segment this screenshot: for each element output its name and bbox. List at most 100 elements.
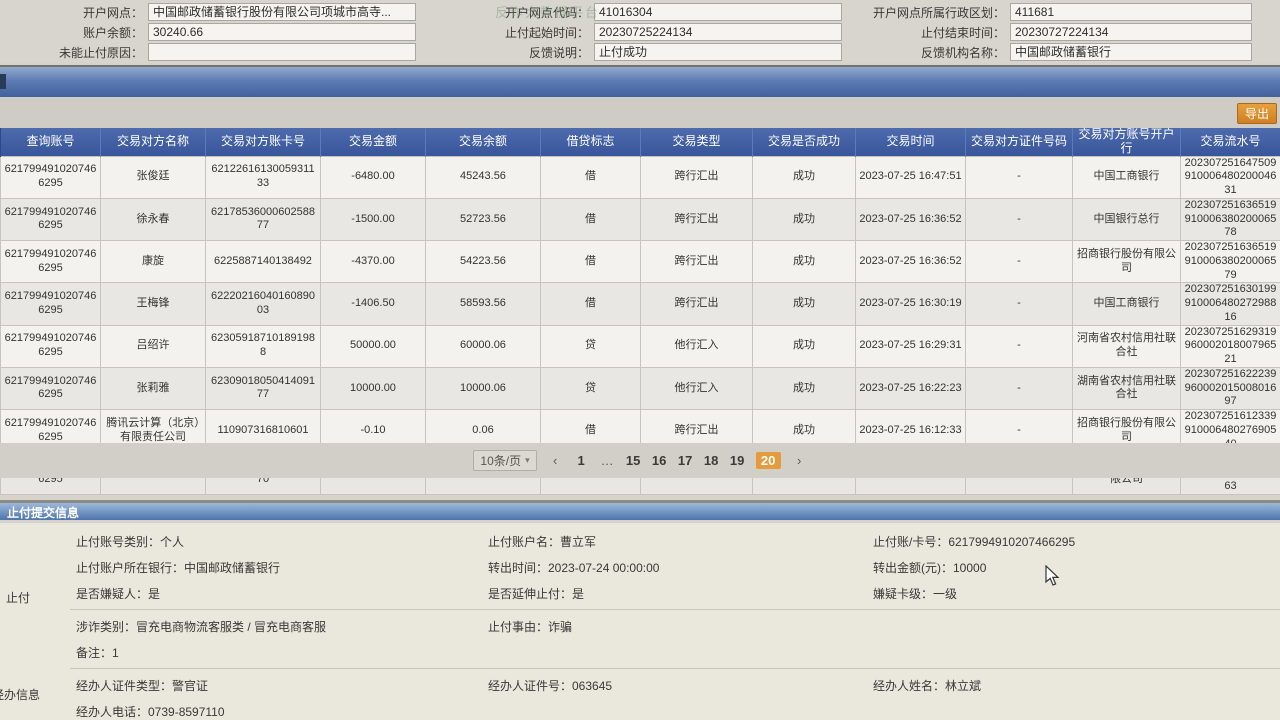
page-nav[interactable]: ›	[796, 453, 802, 468]
field-value: 止付成功	[594, 43, 842, 61]
table-cell: 6217853600060258877	[205, 197, 321, 242]
table-cell: 20230725163019991000648027298816	[1180, 282, 1280, 326]
table-row[interactable]: 6217994910207466295 吕绍许 623059187101891988…	[0, 324, 1280, 368]
table-cell: 10000.00	[320, 366, 426, 411]
field-value: 41016304	[594, 3, 842, 21]
table-cell: 20230725163651991000638020006578	[1180, 197, 1280, 242]
column-header: 交易流水号	[1180, 128, 1280, 157]
page-number[interactable]: 18	[703, 453, 719, 468]
table-cell: 张俊廷	[100, 155, 206, 199]
title-bar-tab	[0, 74, 6, 89]
table-cell: 徐永春	[100, 197, 206, 242]
pagination: 10条/页 ▾ ‹ 1 … 15 16 17 18 19 20 ›	[0, 443, 1280, 478]
table-cell: 52723.56	[425, 197, 541, 242]
table-cell: 623059187101891988	[205, 324, 321, 368]
table-row[interactable]: 6217994910207466295 康旋 6225887140138492 -43…	[0, 240, 1280, 284]
top-form-row: 账户余额： 30240.66 止付起始时间： 20230725224134 止付结束时间…	[0, 22, 1280, 42]
table-cell: 贷	[540, 366, 641, 411]
table-cell: 6222021604016089003	[205, 282, 321, 326]
submit-section-title: 止付提交信息	[7, 506, 80, 520]
table-cell: 6217994910207466295	[0, 240, 101, 284]
table-cell: -	[965, 240, 1073, 284]
form-field: 未能止付原因：	[0, 43, 416, 61]
table-cell: 成功	[752, 197, 856, 242]
table-cell: 招商银行股份有限公司	[1072, 240, 1181, 284]
page-current[interactable]: 20	[755, 452, 781, 469]
table-cell: 湖南省农村信用社联合社	[1072, 366, 1181, 411]
table-cell: 20230725162223996000201500801697	[1180, 366, 1280, 411]
form-field: 开户网点所属行政区划： 411681	[842, 3, 1252, 21]
table-cell: 6217994910207466295	[0, 155, 101, 199]
submit-field: 止付账/卡号：6217994910207466295	[873, 534, 1076, 549]
submit-field: 止付账户所在银行：中国邮政储蓄银行	[76, 560, 281, 575]
table-cell: 借	[540, 282, 641, 326]
table-cell: 54223.56	[425, 240, 541, 284]
table-cell: 6212261613005931133	[205, 155, 321, 199]
submit-field: 转出时间：2023-07-24 00:00:00	[488, 560, 660, 575]
table-row[interactable]: 6217994910207466295 张俊廷 621226161300593113…	[0, 155, 1280, 199]
transaction-table: 查询账号 交易对方名称 交易对方账卡号 交易金额 交易余额 借贷标志 交易类型 交易是否成功交…	[0, 127, 1280, 495]
page-number[interactable]: 16	[651, 453, 667, 468]
form-field: 反馈机构名称： 中国邮政储蓄银行	[842, 43, 1252, 61]
page-number[interactable]: 17	[677, 453, 693, 468]
table-cell: -1406.50	[320, 282, 426, 326]
column-header: 交易对方证件号码	[965, 128, 1073, 157]
table-row[interactable]: 6217994910207466295 腾讯云计算（北京）有限责任公司 110907…	[0, 409, 1280, 453]
table-cell: 6217994910207466295	[0, 324, 101, 368]
table-row[interactable]: 6217994910207466295 张莉雅 623090180504140917…	[0, 366, 1280, 411]
submit-form-row: 止付账号类别：个人 止付账户名：曹立军 止付账/卡号：621799491020746…	[76, 528, 1280, 554]
submit-field: 是否嫌疑人：是	[76, 586, 161, 601]
table-cell: 6217994910207466295	[0, 282, 101, 326]
form-field: 账户余额： 30240.66	[0, 23, 416, 41]
table-cell: 中国银行总行	[1072, 197, 1181, 242]
submit-form-row: 备注：1	[76, 639, 1280, 665]
submit-section-header: 止付提交信息	[0, 500, 1280, 520]
table-cell: 成功	[752, 324, 856, 368]
field-value: 411681	[1010, 3, 1252, 21]
field-label: 开户网点：	[82, 5, 143, 20]
field-value: 30240.66	[148, 23, 416, 41]
table-cell: 张莉雅	[100, 366, 206, 411]
field-label: 止付起始时间：	[504, 25, 589, 40]
rail-label-jingban: 经办信息	[0, 688, 41, 702]
submit-field: 嫌疑卡级：一级	[873, 586, 958, 601]
table-cell: -	[965, 324, 1073, 368]
page-nav[interactable]: …	[600, 453, 614, 468]
submit-form-row: 是否嫌疑人：是 是否延伸止付：是 嫌疑卡级：一级	[76, 580, 1280, 606]
rail-label-zhifu: 止付	[6, 591, 31, 605]
chevron-down-icon: ▾	[525, 455, 530, 465]
section-divider	[70, 609, 1280, 610]
export-button[interactable]: 导出	[1236, 103, 1277, 124]
section-divider	[70, 668, 1280, 669]
table-row[interactable]: 6217994910207466295 王梅锋 622202160401608900…	[0, 282, 1280, 326]
page-number[interactable]: 1	[577, 453, 585, 468]
field-label: 开户网点代码：	[504, 5, 589, 20]
page-nav[interactable]: ‹	[552, 453, 558, 468]
column-header: 借贷标志	[540, 128, 641, 157]
submit-form-row: 经办人电话：0739-8597110	[76, 698, 1280, 720]
top-form-row: 未能止付原因： 反馈说明： 止付成功 反馈机构名称： 中国邮政储蓄银行	[0, 42, 1280, 62]
submit-field: 止付事由：诈骗	[488, 619, 573, 634]
field-value	[148, 43, 416, 61]
submit-form-row: 涉诈类别：冒充电商物流客服类 / 冒充电商客服 止付事由：诈骗	[76, 613, 1280, 639]
column-header: 交易对方账号开户行	[1072, 127, 1181, 157]
page-number[interactable]: 19	[729, 453, 745, 468]
table-cell: 成功	[752, 155, 856, 199]
submit-field: 备注：1	[76, 645, 119, 660]
table-cell: 2023-07-25 16:30:19	[855, 282, 966, 326]
field-label: 反馈说明：	[528, 45, 589, 60]
table-cell: 2023-07-25 16:29:31	[855, 324, 966, 368]
page-size-select[interactable]: 10条/页 ▾	[473, 450, 537, 471]
table-cell: 贷	[540, 324, 641, 368]
table-cell: 跨行汇出	[640, 282, 753, 326]
page-number[interactable]: 15	[625, 453, 641, 468]
table-cell: 50000.00	[320, 324, 426, 368]
submit-form-row: 止付账户所在银行：中国邮政储蓄银行 转出时间：2023-07-24 00:00:0…	[76, 554, 1280, 580]
table-cell: -6480.00	[320, 155, 426, 199]
table-row[interactable]: 6217994910207466295 徐永春 621785360006025887…	[0, 197, 1280, 242]
table-cell: 20230725164750991000648020004631	[1180, 155, 1280, 199]
table-cell: 跨行汇出	[640, 155, 753, 199]
table-cell: 成功	[752, 366, 856, 411]
table-cell: 2023-07-25 16:22:23	[855, 366, 966, 411]
